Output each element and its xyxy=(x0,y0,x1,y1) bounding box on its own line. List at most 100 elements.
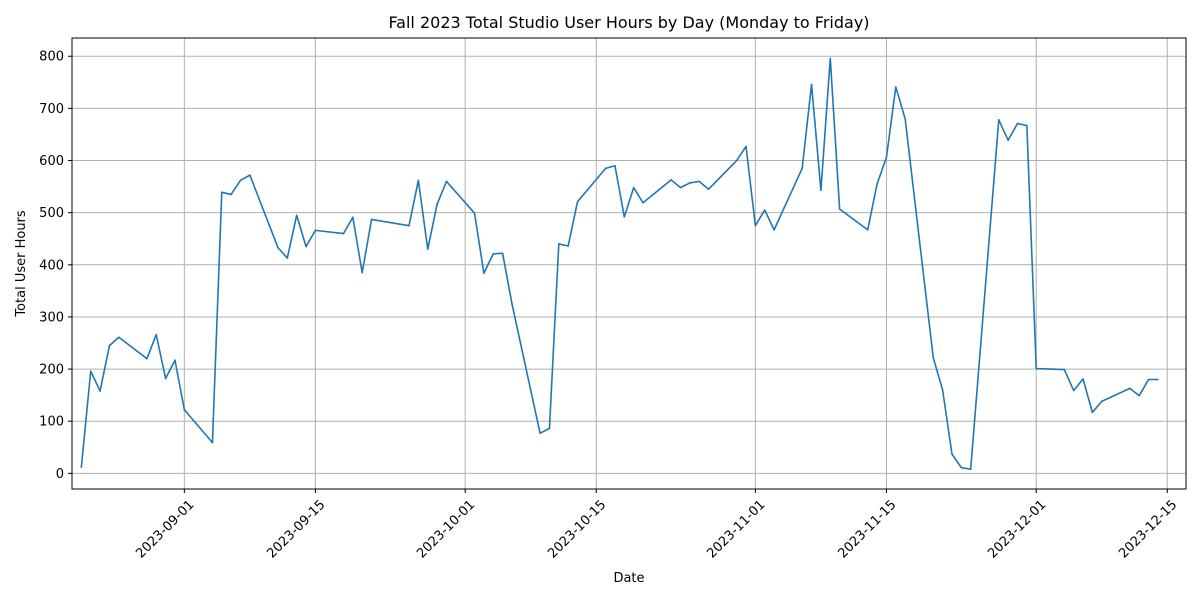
data-point xyxy=(604,167,607,170)
data-point xyxy=(211,441,214,444)
data-point xyxy=(445,180,448,183)
data-point xyxy=(1129,387,1131,390)
data-point xyxy=(763,209,766,211)
grid xyxy=(72,38,1186,489)
data-point xyxy=(904,118,906,120)
data-point xyxy=(829,57,832,60)
data-point xyxy=(118,336,120,339)
data-point xyxy=(174,359,176,362)
x-tick-label: 2023-11-15 xyxy=(835,497,899,561)
data-point xyxy=(99,390,101,392)
y-axis-label: Total User Hours xyxy=(14,210,29,318)
data-point xyxy=(557,243,560,245)
data-point xyxy=(895,86,897,88)
data-point xyxy=(707,188,710,190)
x-tick-label: 2023-10-15 xyxy=(545,497,609,561)
x-axis-label: Date xyxy=(613,571,644,586)
plot-frame xyxy=(71,37,1187,490)
data-point xyxy=(352,216,354,219)
data-point xyxy=(885,156,888,159)
data-point xyxy=(220,191,223,194)
data-point xyxy=(183,408,186,411)
y-tick-label: 600 xyxy=(39,154,64,169)
data-point xyxy=(932,356,935,359)
data-point xyxy=(810,83,813,86)
data-point xyxy=(295,214,298,217)
data-point xyxy=(623,216,626,218)
data-point xyxy=(155,333,158,336)
data-point xyxy=(342,232,345,235)
data-point xyxy=(642,201,644,204)
data-point xyxy=(483,272,485,274)
x-tick-label: 2023-12-15 xyxy=(1116,497,1180,561)
x-tick-label: 2023-09-01 xyxy=(133,497,197,561)
data-point xyxy=(305,245,307,248)
data-point xyxy=(997,119,1000,121)
data-point xyxy=(689,182,691,184)
data-point xyxy=(838,208,841,210)
data-point xyxy=(1035,367,1038,370)
y-tick-label: 400 xyxy=(39,258,64,273)
data-point xyxy=(1016,122,1019,125)
data-point xyxy=(108,344,111,347)
data-point xyxy=(539,432,541,435)
data-point xyxy=(820,189,822,192)
data-point xyxy=(1007,139,1009,141)
data-point xyxy=(436,203,438,206)
data-point xyxy=(1138,394,1140,397)
data-point xyxy=(632,186,635,189)
data-point xyxy=(1026,124,1028,127)
data-point xyxy=(473,212,476,214)
axis-ticks: 0 100 200 300 400 500 600 700 800 2023-09-01 2023-… xyxy=(39,50,1180,562)
data-point xyxy=(1147,378,1150,381)
y-tick-label: 100 xyxy=(39,415,64,430)
data-point xyxy=(1100,400,1103,403)
data-point xyxy=(735,159,738,162)
data-point xyxy=(670,179,672,181)
data-point xyxy=(960,466,963,469)
data-point xyxy=(501,252,504,255)
data-point xyxy=(408,224,410,227)
x-tick-label: 2023-11-01 xyxy=(704,497,768,561)
data-point xyxy=(89,370,92,372)
data-point xyxy=(866,229,869,231)
series-layer xyxy=(80,57,1159,470)
chart-title: Fall 2023 Total Studio User Hours by Day… xyxy=(388,13,869,32)
data-point xyxy=(370,218,373,221)
y-tick-label: 500 xyxy=(39,206,64,221)
data-point xyxy=(230,193,232,196)
data-point xyxy=(146,357,148,360)
x-tick-label: 2023-09-15 xyxy=(264,497,328,561)
data-point xyxy=(286,257,289,259)
x-tick-label: 2023-10-01 xyxy=(414,497,478,561)
data-point xyxy=(314,229,317,232)
data-point xyxy=(417,179,420,182)
y-tick-label: 200 xyxy=(39,363,64,378)
y-tick-label: 700 xyxy=(39,102,64,117)
data-point xyxy=(773,229,775,231)
data-point xyxy=(567,245,569,247)
data-point xyxy=(679,186,682,189)
data-point xyxy=(745,145,747,148)
data-point xyxy=(277,246,279,249)
series-line xyxy=(80,57,1158,470)
data-point xyxy=(426,248,429,250)
data-point xyxy=(1063,368,1066,371)
data-point xyxy=(941,389,944,391)
data-point xyxy=(249,174,251,176)
data-point xyxy=(511,303,513,305)
data-point xyxy=(969,468,972,470)
data-point xyxy=(1072,389,1075,392)
data-point xyxy=(801,167,803,170)
data-point xyxy=(80,466,83,468)
data-point xyxy=(951,453,953,455)
data-point xyxy=(876,183,878,185)
data-point xyxy=(1082,378,1084,380)
y-tick-label: 0 xyxy=(56,467,64,482)
data-point xyxy=(548,427,551,430)
y-tick-label: 800 xyxy=(39,50,64,65)
data-point xyxy=(1157,378,1159,381)
y-tick-label: 300 xyxy=(39,310,64,325)
data-point xyxy=(239,179,242,182)
